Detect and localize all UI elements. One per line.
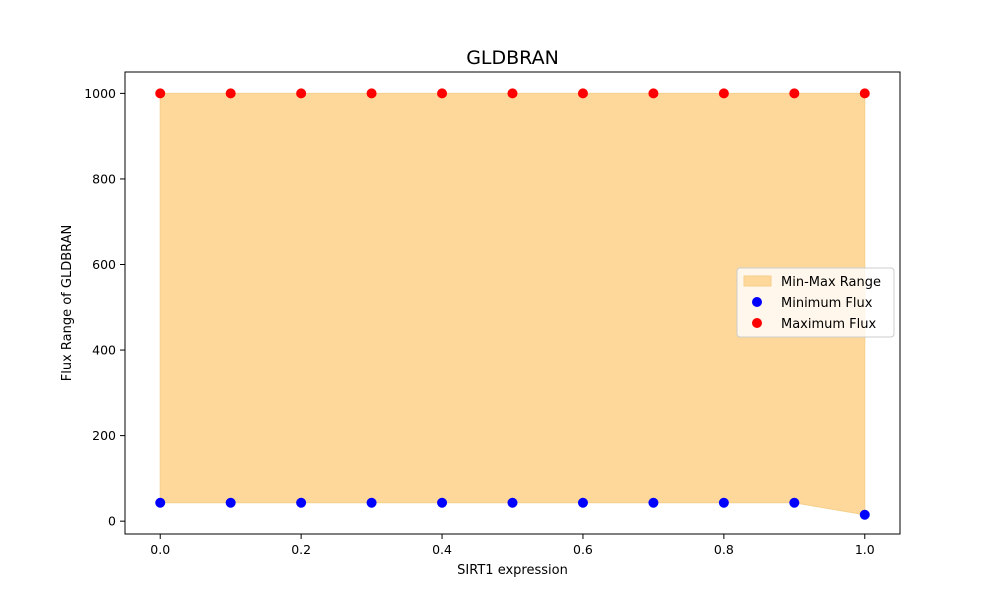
y-tick-label: 600 bbox=[92, 257, 116, 272]
x-tick-label: 0.8 bbox=[714, 542, 734, 557]
legend-box bbox=[736, 267, 895, 338]
minimum-flux-point bbox=[155, 497, 166, 508]
maximum-flux-point bbox=[225, 88, 236, 99]
legend-marker-min bbox=[752, 297, 762, 307]
legend-swatch-range bbox=[743, 275, 772, 287]
y-tick-label: 800 bbox=[92, 171, 116, 186]
x-axis-label: SIRT1 expression bbox=[457, 563, 568, 578]
legend-label-max: Maximum Flux bbox=[781, 317, 877, 332]
maximum-flux-point bbox=[366, 88, 377, 99]
minimum-flux-point bbox=[366, 497, 377, 508]
minimum-flux-point bbox=[789, 497, 800, 508]
x-tick-label: 0.0 bbox=[150, 542, 170, 557]
x-tick-label: 0.2 bbox=[291, 542, 311, 557]
minimum-flux-point bbox=[648, 497, 659, 508]
legend-label-range: Min-Max Range bbox=[781, 275, 881, 290]
maximum-flux-point bbox=[718, 88, 729, 99]
maximum-flux-point bbox=[789, 88, 800, 99]
y-tick-label: 1000 bbox=[84, 86, 116, 101]
maximum-flux-point bbox=[648, 88, 659, 99]
minimum-flux-point bbox=[718, 497, 729, 508]
axes: 0.0 0.2 0.4 0.6 0.8 1.0 0 200 400 600 800 1000 bbox=[84, 86, 875, 557]
minimum-flux-point bbox=[507, 497, 518, 508]
y-tick-label: 200 bbox=[92, 428, 116, 443]
minimum-flux-point bbox=[859, 509, 870, 520]
x-tick-label: 0.4 bbox=[432, 542, 452, 557]
plot-area bbox=[155, 88, 870, 520]
y-tick-label: 0 bbox=[108, 514, 116, 529]
maximum-flux-point bbox=[859, 88, 870, 99]
minimum-flux-point bbox=[437, 497, 448, 508]
maximum-flux-point bbox=[577, 88, 588, 99]
maximum-flux-point bbox=[437, 88, 448, 99]
x-tick-label: 0.6 bbox=[573, 542, 593, 557]
y-axis-label: Flux Range of GLDBRAN bbox=[60, 225, 75, 382]
maximum-flux-point bbox=[507, 88, 518, 99]
minimum-flux-point bbox=[296, 497, 307, 508]
maximum-flux-point bbox=[296, 88, 307, 99]
x-tick-label: 1.0 bbox=[855, 542, 875, 557]
legend-label-min: Minimum Flux bbox=[781, 296, 873, 311]
legend: Min-Max Range Minimum Flux Maximum Flux bbox=[736, 267, 895, 338]
minimum-flux-point bbox=[225, 497, 236, 508]
plot-frame bbox=[124, 71, 901, 535]
y-tick-label: 400 bbox=[92, 343, 116, 358]
minimum-flux-point bbox=[577, 497, 588, 508]
chart-title: GLDBRAN bbox=[466, 47, 559, 69]
legend-marker-max bbox=[752, 318, 762, 328]
maximum-flux-point bbox=[155, 88, 166, 99]
